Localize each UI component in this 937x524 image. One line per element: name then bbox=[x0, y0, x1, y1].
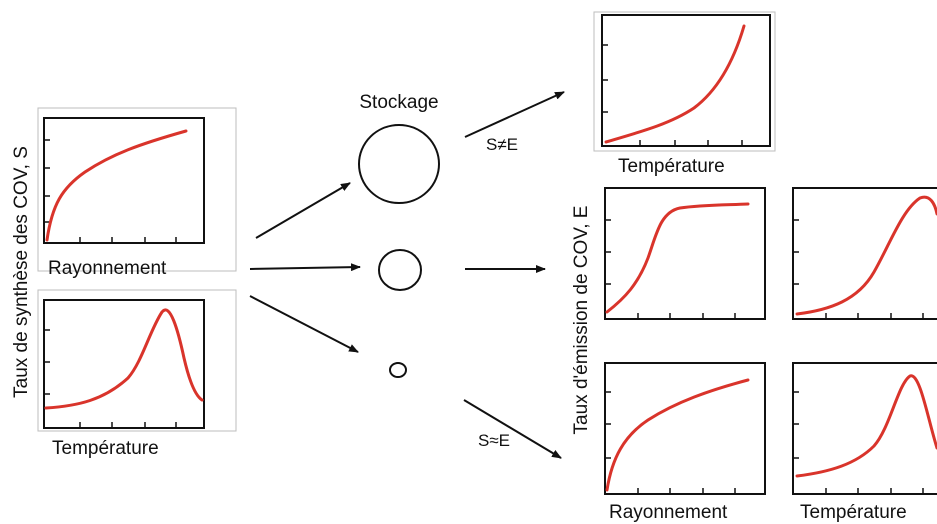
panel-plot-frame bbox=[792, 187, 937, 320]
relation-equal-label: S≈E bbox=[478, 431, 510, 450]
panel-plot-frame bbox=[43, 117, 205, 244]
emission-temperature-top-panel: Température bbox=[593, 11, 776, 177]
storage-pool-medium bbox=[378, 249, 422, 291]
panel-ticks bbox=[793, 391, 924, 494]
emission-temperature-bottom-panel: Température bbox=[792, 362, 937, 523]
synthesis-temperature-x-label: Température bbox=[52, 438, 159, 459]
panel-outer-frame bbox=[593, 11, 776, 152]
emission-temperature-top-curve bbox=[604, 24, 746, 144]
relation-unequal-label: S≠E bbox=[486, 135, 518, 154]
emission-temperature-bottom-x-label: Température bbox=[800, 502, 907, 523]
panel-outer-frame bbox=[37, 107, 237, 272]
panel-ticks bbox=[793, 219, 924, 319]
left-y-axis-label: Taux de synthèse des COV, S bbox=[11, 146, 32, 398]
synthesis-temperature-panel: Température bbox=[37, 289, 237, 459]
arrow-to-medium-pool bbox=[249, 263, 361, 272]
panel-ticks bbox=[605, 219, 736, 319]
panel-ticks bbox=[44, 329, 177, 428]
right-y-axis-label: Taux d'émission de COV, E bbox=[571, 206, 592, 435]
synthesis-radiation-panel: Rayonnement bbox=[37, 107, 237, 279]
panel-plot-frame bbox=[604, 187, 766, 320]
storage-label: Stockage bbox=[359, 92, 438, 113]
emission-temperature-mid-curve bbox=[795, 195, 937, 316]
emission-radiation-mid-curve bbox=[605, 202, 750, 314]
emission-radiation-mid-panel bbox=[604, 187, 766, 320]
panel-plot-frame bbox=[604, 362, 766, 495]
panel-outer-frame bbox=[37, 289, 237, 432]
storage-pool-large bbox=[358, 124, 440, 204]
panel-plot-frame bbox=[792, 362, 937, 495]
panel-ticks bbox=[44, 139, 177, 243]
arrow-to-emission-bottom bbox=[463, 399, 562, 459]
emission-temperature-bottom-curve bbox=[795, 374, 937, 478]
emission-radiation-bottom-panel: Rayonnement bbox=[604, 362, 766, 523]
emission-radiation-bottom-x-label: Rayonnement bbox=[609, 502, 728, 523]
emission-temperature-top-x-label: Température bbox=[618, 156, 725, 177]
emission-temperature-mid-panel bbox=[792, 187, 937, 320]
arrow-to-emission-top bbox=[464, 91, 565, 138]
panel-ticks bbox=[602, 44, 743, 146]
synthesis-radiation-x-label: Rayonnement bbox=[48, 258, 167, 279]
panel-plot-frame bbox=[43, 299, 205, 429]
arrow-to-large-pool bbox=[255, 182, 351, 239]
storage-pool-small bbox=[389, 362, 407, 378]
synthesis-radiation-curve bbox=[45, 129, 188, 242]
panel-ticks bbox=[605, 391, 736, 494]
panel-plot-frame bbox=[601, 14, 771, 147]
arrow-to-small-pool bbox=[249, 295, 359, 353]
emission-radiation-bottom-curve bbox=[605, 378, 750, 492]
synthesis-temperature-curve bbox=[44, 308, 204, 410]
